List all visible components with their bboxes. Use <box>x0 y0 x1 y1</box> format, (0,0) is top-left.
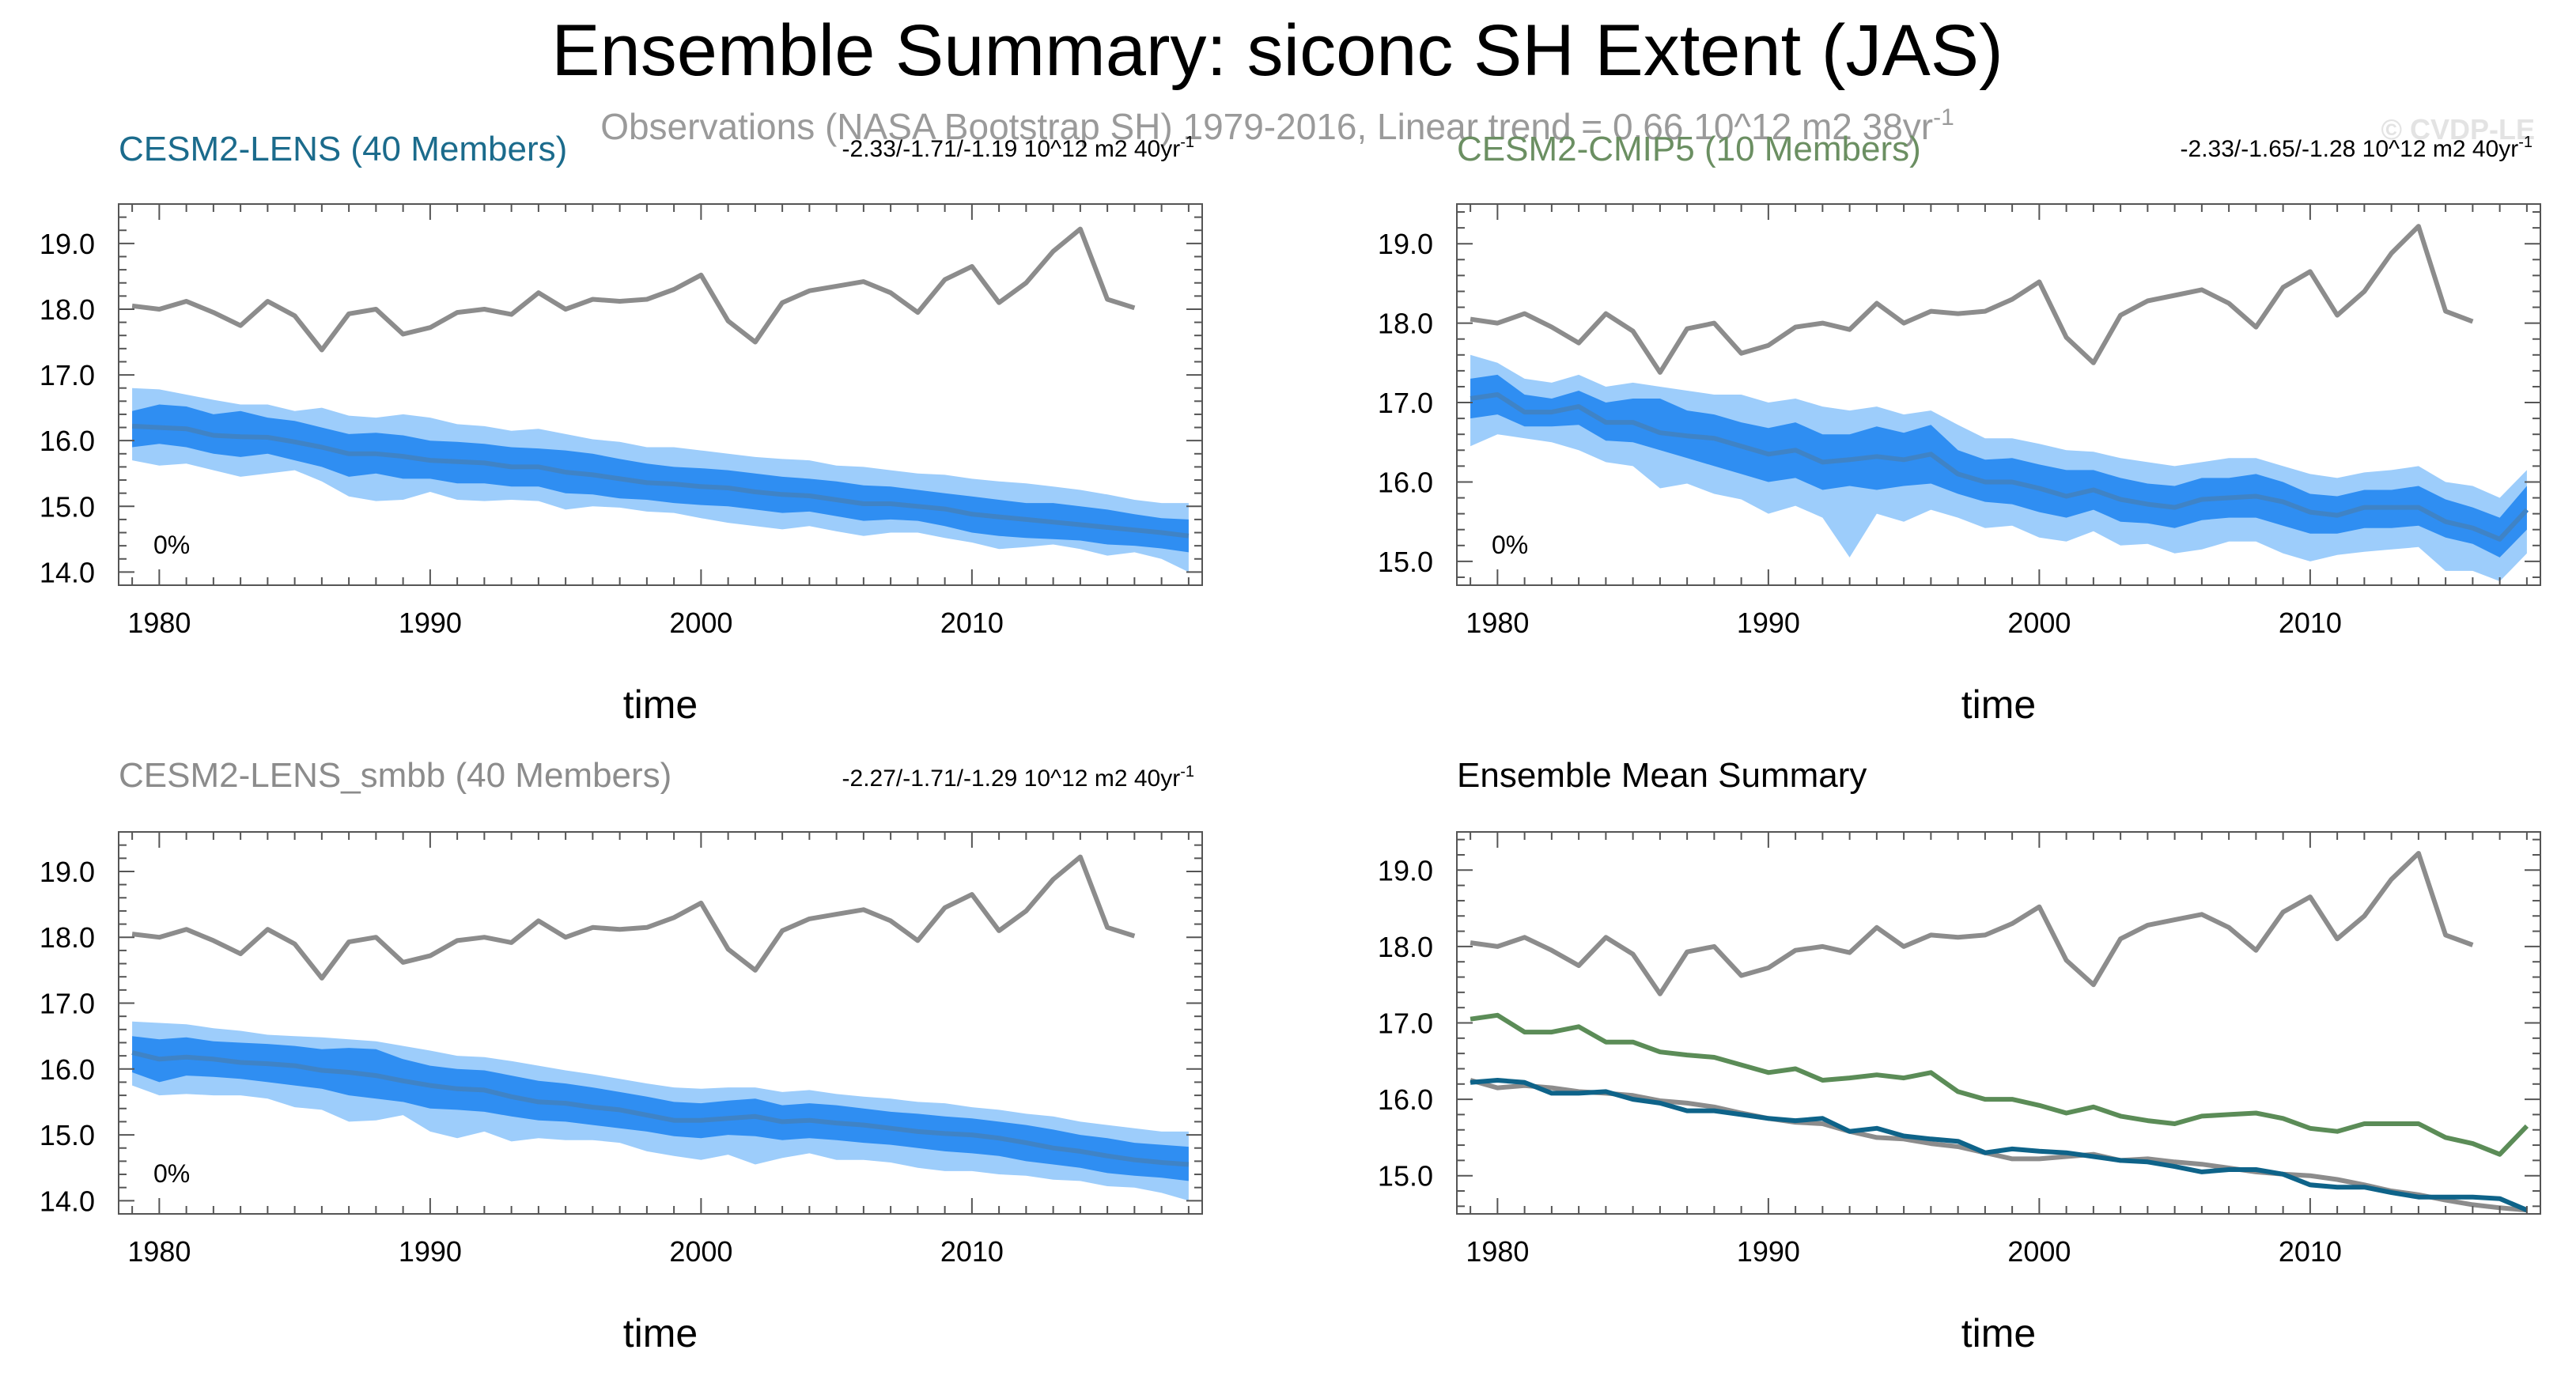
y-tick-label: 14.0 <box>40 1185 95 1217</box>
ensemble-mean-line <box>131 423 1190 539</box>
observations-line <box>131 854 1136 981</box>
y-tick-label: 18.0 <box>1378 308 1433 340</box>
observations-line <box>131 226 1136 353</box>
plot-frame <box>118 831 1203 1215</box>
copyright-label: © CVDP-LE <box>2381 113 2535 146</box>
trend-label-text: -2.27/-1.71/-1.29 10^12 m2 40yr <box>842 765 1181 792</box>
y-tick-label: 15.0 <box>40 490 95 523</box>
ensemble-mean-line <box>131 1050 1190 1167</box>
trend-label: -2.33/-1.71/-1.19 10^12 m2 40yr-1 <box>842 134 1194 162</box>
ensemble-percentile-band <box>1470 374 2527 558</box>
y-tick-label: 19.0 <box>40 228 95 260</box>
y-tick-label: 19.0 <box>1378 228 1433 260</box>
trend-label-sup: -1 <box>1180 134 1194 151</box>
observations-line <box>1470 224 2474 375</box>
trend-label-sup: -1 <box>1180 763 1194 781</box>
y-tick-label: 15.0 <box>40 1119 95 1151</box>
ensemble-percentile-band <box>132 1036 1189 1181</box>
x-tick-label: 2010 <box>940 607 1004 639</box>
x-tick-label: 2000 <box>669 1235 732 1268</box>
y-tick-label: 19.0 <box>40 856 95 888</box>
x-tick-label: 2000 <box>2007 607 2071 639</box>
x-tick-label: 1990 <box>399 1235 462 1268</box>
percent-label: 0% <box>1492 531 1528 559</box>
panel-title: Ensemble Mean Summary <box>1457 756 1867 795</box>
x-tick-label: 1980 <box>127 607 191 639</box>
y-tick-label: 17.0 <box>1378 1007 1433 1040</box>
plot-area <box>131 854 1190 1201</box>
y-tick-label: 16.0 <box>40 1053 95 1086</box>
x-axis-label: time <box>1961 1311 2036 1355</box>
y-tick-label: 15.0 <box>1378 546 1433 578</box>
x-tick-label: 1980 <box>127 1235 191 1268</box>
plot-area <box>1470 851 2529 1213</box>
percent-label: 0% <box>153 531 190 559</box>
y-tick-label: 14.0 <box>40 556 95 588</box>
x-tick-label: 2010 <box>2279 607 2342 639</box>
plot-frame <box>118 203 1203 586</box>
y-tick-label: 17.0 <box>40 988 95 1020</box>
series-line-cesm2-lens <box>1470 1078 2529 1212</box>
y-tick-label: 16.0 <box>1378 1083 1433 1116</box>
percent-label: 0% <box>153 1159 190 1188</box>
trend-label-sup: -1 <box>2518 134 2532 151</box>
panel-cesm2-cmip5: 1980 1990 2000 2010 15.0 16.0 17.0 18.0 19.0 time… <box>1378 130 2541 727</box>
trend-label-text: -2.33/-1.71/-1.19 10^12 m2 40yr <box>842 136 1181 162</box>
panel-title: CESM2-CMIP5 (10 Members) <box>1457 130 1921 168</box>
series-line-observations <box>1470 851 2474 996</box>
panel-title: CESM2-LENS (40 Members) <box>119 130 567 168</box>
plot-area <box>1470 224 2529 581</box>
x-tick-label: 2000 <box>669 607 732 639</box>
x-tick-label: 2010 <box>940 1235 1004 1268</box>
plot-frame <box>1456 203 2541 586</box>
y-tick-label: 16.0 <box>1378 466 1433 498</box>
y-tick-label: 18.0 <box>40 293 95 326</box>
panel-cesm2-lens: 1980 1990 2000 2010 14.0 15.0 16.0 17.0 18.0 19.0… <box>40 130 1203 727</box>
x-tick-label: 1980 <box>1466 607 1529 639</box>
x-tick-label: 1990 <box>399 607 462 639</box>
series-line-cesm2-lens-smbb <box>1470 1078 2528 1213</box>
y-tick-label: 17.0 <box>1378 387 1433 419</box>
observations-note-text: Observations (NASA Bootstrap SH) 1979-20… <box>600 106 1933 147</box>
x-tick-label: 2000 <box>2007 1235 2071 1268</box>
y-tick-label: 16.0 <box>40 425 95 457</box>
trend-label: -2.27/-1.71/-1.29 10^12 m2 40yr-1 <box>842 763 1194 792</box>
plot-area <box>131 226 1190 573</box>
trend-label-text: -2.33/-1.65/-1.28 10^12 m2 40yr <box>2181 136 2519 162</box>
page-title: Ensemble Summary: siconc SH Extent (JAS) <box>551 10 2003 91</box>
y-tick-label: 18.0 <box>40 921 95 954</box>
series-line-cesm2-cmip5 <box>1470 1012 2529 1157</box>
y-tick-label: 15.0 <box>1378 1160 1433 1193</box>
x-axis-label: time <box>623 1311 698 1355</box>
panel-cesm2-lens-smbb: 1980 1990 2000 2010 14.0 15.0 16.0 17.0 18.0 19.0… <box>40 756 1203 1355</box>
x-axis-label: time <box>1961 682 2036 727</box>
ensemble-percentile-band <box>132 404 1189 553</box>
x-tick-label: 2010 <box>2279 1235 2342 1268</box>
panel-ensemble-mean-summary: 1980 1990 2000 2010 15.0 16.0 17.0 18.0 19.0 time… <box>1378 756 2541 1355</box>
x-tick-label: 1980 <box>1466 1235 1529 1268</box>
panel-title: CESM2-LENS_smbb (40 Members) <box>119 756 671 795</box>
x-axis-label: time <box>623 682 698 727</box>
ensemble-mean-line <box>1470 392 2529 542</box>
observations-note: Observations (NASA Bootstrap SH) 1979-20… <box>600 104 1954 147</box>
trend-label: -2.33/-1.65/-1.28 10^12 m2 40yr-1 <box>2181 134 2532 162</box>
x-tick-label: 1990 <box>1737 1235 1800 1268</box>
x-tick-label: 1990 <box>1737 607 1800 639</box>
observations-note-sup: -1 <box>1933 104 1954 130</box>
y-tick-label: 18.0 <box>1378 931 1433 963</box>
y-tick-label: 19.0 <box>1378 854 1433 886</box>
y-tick-label: 17.0 <box>40 359 95 391</box>
